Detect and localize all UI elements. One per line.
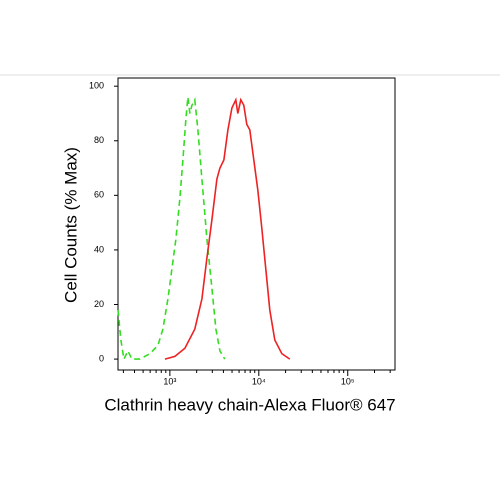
x-tick-label: 10⁴ (252, 376, 266, 386)
y-tick-label: 60 (94, 190, 104, 200)
y-tick-label: 0 (99, 353, 104, 363)
y-tick-label: 80 (94, 135, 104, 145)
x-tick-label: 10³ (163, 376, 176, 386)
y-tick-label: 100 (89, 81, 104, 91)
x-axis-title: Clathrin heavy chain-Alexa Fluor® 647 (104, 395, 395, 414)
y-tick-label: 40 (94, 244, 104, 254)
x-tick-label: 10⁵ (341, 376, 355, 386)
histogram-line (117, 97, 226, 362)
plot-frame (117, 77, 396, 371)
y-tick-label: 20 (94, 299, 104, 309)
y-axis-title: Cell Counts (% Max) (61, 147, 80, 303)
histogram-line (164, 97, 291, 360)
